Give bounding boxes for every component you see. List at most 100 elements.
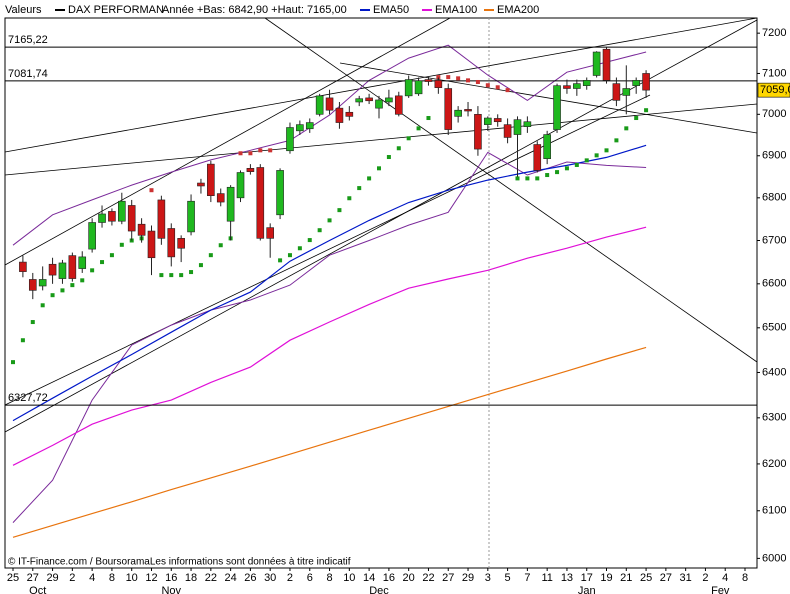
sar-dot — [525, 176, 530, 181]
candle-body — [592, 51, 601, 76]
month-label: Nov — [161, 585, 181, 594]
y-tick-label: 6600 — [762, 278, 786, 290]
candle-body — [246, 168, 255, 172]
y-tick-label: 6500 — [762, 322, 786, 334]
candle-body — [78, 256, 87, 269]
legend-title: DAX PERFORMAN — [68, 4, 164, 16]
subtitle: Année +Bas: 6842,90 +Haut: 7165,00 — [162, 4, 347, 16]
sar-dot — [475, 79, 480, 84]
x-tick-label: 20 — [403, 572, 415, 584]
x-tick-label: 4 — [89, 572, 95, 584]
y-tick-label: 6300 — [762, 412, 786, 424]
candle-body — [207, 163, 215, 197]
price-tag — [757, 82, 790, 98]
month-label: Oct — [29, 585, 46, 594]
sar-dot — [505, 88, 510, 93]
candle-body — [305, 122, 314, 130]
candle-body — [177, 238, 185, 249]
candle-body — [147, 230, 156, 259]
sar-dot — [466, 78, 471, 83]
x-tick-label: 12 — [145, 572, 157, 584]
candle-body — [642, 73, 650, 91]
sar-dot — [406, 136, 411, 141]
candle-body — [454, 109, 462, 117]
price-tag-label: 7059,0 — [760, 84, 790, 96]
candle-body — [266, 227, 274, 239]
sar-dot — [50, 293, 55, 298]
x-tick-label: 16 — [383, 572, 395, 584]
ema-line — [12, 346, 647, 538]
candle-body — [622, 88, 631, 96]
sar-dot — [307, 238, 312, 243]
sar-dot — [446, 75, 451, 80]
x-tick-label: 8 — [326, 572, 332, 584]
candle-body — [58, 262, 67, 279]
sar-dot — [604, 148, 609, 153]
sar-dot — [584, 158, 589, 163]
sar-dot — [456, 76, 461, 81]
x-tick-label: 7 — [524, 572, 530, 584]
candle-body — [127, 205, 136, 232]
x-tick-label: 22 — [205, 572, 217, 584]
y-tick-label: 6900 — [762, 150, 786, 162]
month-label: Jan — [578, 585, 596, 594]
x-tick-label: 17 — [581, 572, 593, 584]
sar-dot — [20, 338, 25, 343]
candle-body — [48, 263, 57, 276]
candle-body — [98, 213, 106, 223]
candle-body — [404, 79, 413, 97]
x-tick-label: 2 — [287, 572, 293, 584]
sar-dot — [169, 273, 174, 278]
y-tick-label: 7000 — [762, 108, 786, 120]
sar-dot — [198, 263, 203, 268]
sar-dot — [436, 75, 441, 80]
x-tick-label: 10 — [343, 572, 355, 584]
sar-dot — [11, 360, 15, 365]
candle-body — [216, 193, 225, 203]
sar-dot — [297, 246, 302, 251]
y-tick-label: 6100 — [762, 505, 786, 517]
trendline — [4, 94, 651, 406]
x-tick-label: 16 — [165, 572, 177, 584]
candle-body — [68, 255, 77, 279]
candle-body — [612, 83, 621, 101]
legend-label: EMA100 — [435, 4, 477, 16]
sar-dot — [40, 303, 45, 308]
sar-dot — [238, 151, 243, 156]
candle-body — [385, 97, 393, 103]
plot-frame — [4, 17, 758, 569]
sar-dot — [208, 253, 213, 258]
sar-dot — [574, 162, 579, 167]
sar-dot — [337, 208, 342, 213]
x-tick-label: 27 — [660, 572, 672, 584]
candle-body — [345, 111, 354, 117]
trendlines — [4, 17, 758, 433]
x-tick-label: 27 — [442, 572, 454, 584]
candle-body — [335, 107, 344, 123]
sar-dot — [258, 148, 263, 153]
candle-body — [414, 80, 423, 95]
x-tick-label: 22 — [422, 572, 434, 584]
level-label: 7081,74 — [8, 68, 48, 80]
sar-dot — [367, 176, 372, 181]
candle-body — [108, 211, 116, 222]
sar-dot — [634, 116, 639, 121]
y-tick-label: 6200 — [762, 458, 786, 470]
sar-dot — [564, 166, 569, 171]
sar-dot — [416, 126, 421, 131]
candle-body — [484, 117, 492, 125]
candle-body — [563, 85, 571, 89]
candle-body — [197, 182, 205, 187]
sar-dot — [287, 253, 292, 258]
sar-dot — [317, 228, 322, 233]
bollinger-band — [12, 44, 647, 246]
x-tick-label: 21 — [620, 572, 632, 584]
x-tick-label: 14 — [363, 572, 375, 584]
x-tick-label: 19 — [600, 572, 612, 584]
sar-dot — [555, 170, 560, 175]
x-tick-label: 29 — [46, 572, 58, 584]
candle-body — [553, 85, 561, 130]
sar-dot — [357, 186, 362, 191]
x-tick-label: 8 — [109, 572, 115, 584]
candle-body — [632, 80, 640, 86]
